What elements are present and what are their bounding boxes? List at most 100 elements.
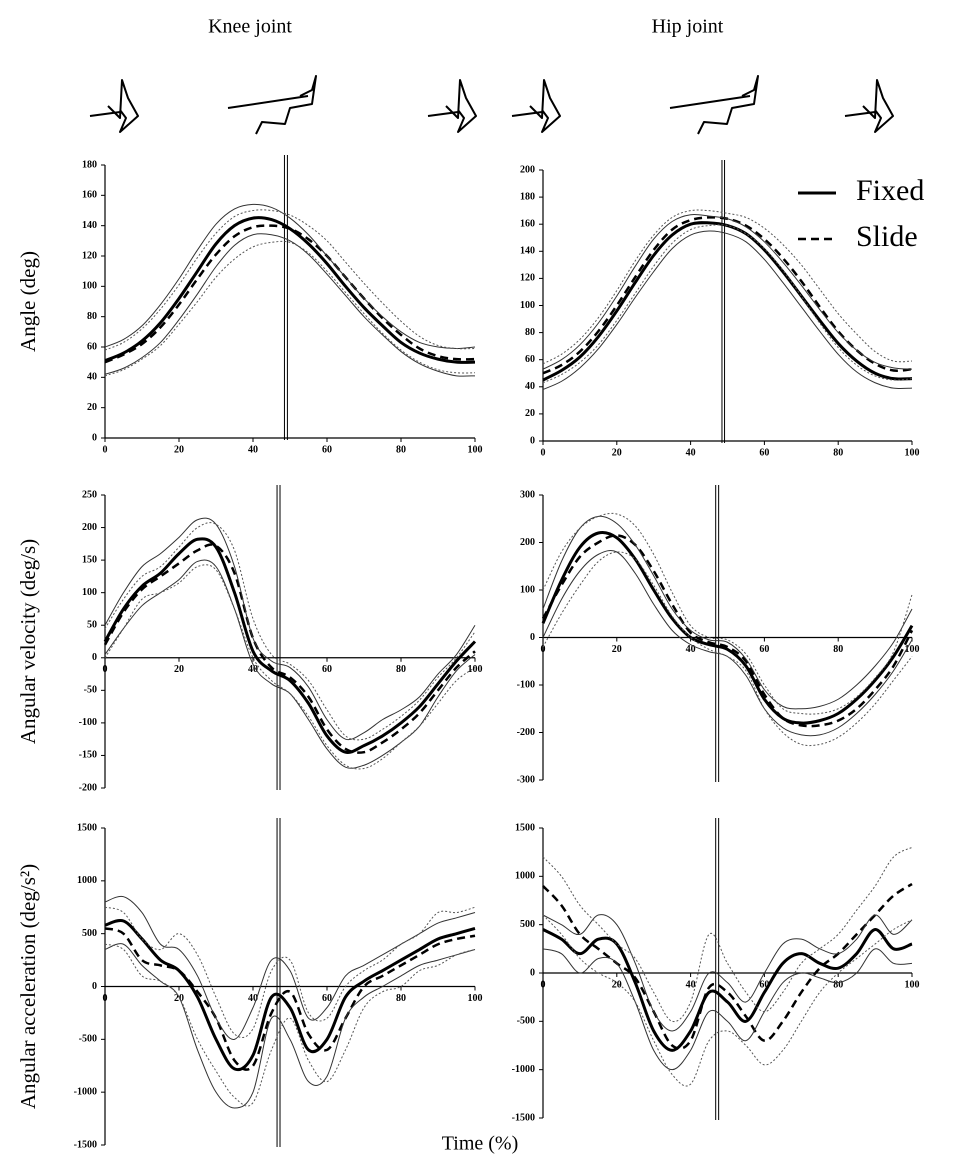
y-tick-label: 0 — [92, 652, 97, 663]
x-tick-label: 100 — [905, 644, 920, 655]
series-line — [104, 943, 476, 1109]
x-tick-label: 40 — [248, 444, 258, 455]
y-axis-label: Angular velocity (deg/s) — [16, 539, 40, 744]
panel: -200 -150 -100 -50 0 50 100 150 200 250 0 20 40 60 80 1… — [16, 485, 483, 793]
series-line — [542, 213, 913, 370]
x-tick-label: 20 — [174, 444, 184, 455]
y-tick-label: 1000 — [515, 871, 535, 882]
y-tick-label: 140 — [520, 246, 535, 257]
x-tick-label: 60 — [322, 664, 332, 675]
series-line — [104, 918, 476, 1072]
pose-icon — [427, 79, 477, 133]
series-line — [541, 534, 914, 728]
x-tick-label: 20 — [612, 979, 622, 990]
series-line — [104, 203, 476, 350]
x-tick-label: 60 — [759, 979, 769, 990]
pose-icon — [669, 75, 759, 135]
x-tick-label: 100 — [905, 447, 920, 458]
x-tick-label: 20 — [174, 664, 184, 675]
y-tick-label: 100 — [520, 300, 535, 311]
series-line — [542, 914, 913, 1032]
x-tick-label: 80 — [833, 644, 843, 655]
y-tick-label: 300 — [520, 489, 535, 500]
y-tick-label: -100 — [79, 717, 97, 728]
y-tick-label: 1500 — [77, 822, 97, 833]
column-title: Hip joint — [652, 16, 724, 38]
x-tick-label: 40 — [686, 979, 696, 990]
y-tick-label: -1500 — [512, 1112, 535, 1123]
series-line — [104, 224, 476, 364]
series-line — [104, 517, 476, 741]
y-tick-label: -500 — [517, 1016, 535, 1027]
y-tick-label: 0 — [530, 435, 535, 446]
y-tick-label: -1000 — [74, 1086, 97, 1097]
y-axis-label: Angle (deg) — [16, 251, 40, 352]
x-tick-label: 60 — [759, 447, 769, 458]
y-tick-label: 80 — [87, 311, 97, 322]
x-tick-label: 60 — [322, 444, 332, 455]
x-axis-label: Time (%) — [442, 1133, 518, 1155]
panel: -1500 -1000 -500 0 500 1000 1500 0 20 40 60 80 100 — [512, 818, 920, 1123]
y-tick-label: 200 — [82, 522, 97, 533]
series-line — [542, 882, 913, 1050]
series-line — [542, 948, 913, 1071]
y-tick-label: 200 — [520, 537, 535, 548]
y-tick-label: 40 — [87, 372, 97, 383]
x-tick-label: 100 — [468, 444, 483, 455]
y-tick-label: 500 — [82, 928, 97, 939]
series-line — [104, 559, 476, 769]
y-tick-label: 20 — [87, 402, 97, 413]
y-tick-label: 0 — [92, 981, 97, 992]
pose-icon — [844, 79, 894, 133]
y-tick-label: 180 — [82, 159, 97, 170]
x-tick-label: 0 — [103, 444, 108, 455]
pose-icon — [89, 79, 139, 133]
series-line — [541, 530, 914, 725]
panel: 0 20 40 60 80 100 120 140 160 180 200 0 20 40 60 80 100 H… — [520, 16, 924, 459]
y-tick-label: 60 — [87, 341, 97, 352]
x-tick-label: 20 — [612, 644, 622, 655]
y-tick-label: -1000 — [512, 1064, 535, 1075]
x-tick-label: 0 — [541, 447, 546, 458]
x-tick-label: 20 — [612, 447, 622, 458]
y-tick-label: 500 — [520, 919, 535, 930]
series-line — [542, 928, 913, 1052]
y-tick-label: 80 — [525, 327, 535, 338]
legend-label: Slide — [856, 220, 918, 253]
x-tick-label: 40 — [248, 993, 258, 1004]
y-tick-label: 1000 — [77, 875, 97, 886]
x-tick-label: 100 — [905, 979, 920, 990]
column-title: Knee joint — [208, 16, 292, 38]
series-line — [542, 515, 913, 710]
y-tick-label: -1500 — [74, 1139, 97, 1150]
y-tick-label: 100 — [82, 281, 97, 292]
y-tick-label: 0 — [530, 632, 535, 643]
y-tick-label: 120 — [82, 250, 97, 261]
y-tick-label: 1500 — [515, 822, 535, 833]
x-tick-label: 100 — [468, 664, 483, 675]
panel: 0 20 40 60 80 100 120 140 160 180 0 20 40 60 80 100 Knee… — [16, 16, 483, 456]
pose-icon — [511, 79, 561, 133]
series-line — [542, 512, 913, 715]
x-tick-label: 60 — [322, 993, 332, 1004]
y-tick-label: 0 — [92, 432, 97, 443]
x-tick-label: 80 — [833, 979, 843, 990]
series-line — [104, 927, 476, 1071]
legend-label: Fixed — [856, 174, 924, 207]
y-tick-label: 150 — [82, 554, 97, 565]
y-tick-label: 200 — [520, 164, 535, 175]
y-axis-label: Angular acceleration (deg/s²) — [16, 864, 40, 1109]
y-tick-label: -300 — [517, 774, 535, 785]
series-line — [542, 551, 913, 747]
series-line — [104, 240, 476, 377]
series-line — [542, 221, 913, 382]
y-tick-label: 160 — [82, 190, 97, 201]
series-line — [104, 564, 476, 770]
panel: -300 -200 -100 0 100 200 300 0 20 40 60 80 100 — [517, 485, 920, 785]
series-line — [103, 543, 476, 754]
pose-icon — [227, 75, 317, 135]
y-tick-label: 120 — [520, 273, 535, 284]
series-line — [542, 230, 913, 390]
